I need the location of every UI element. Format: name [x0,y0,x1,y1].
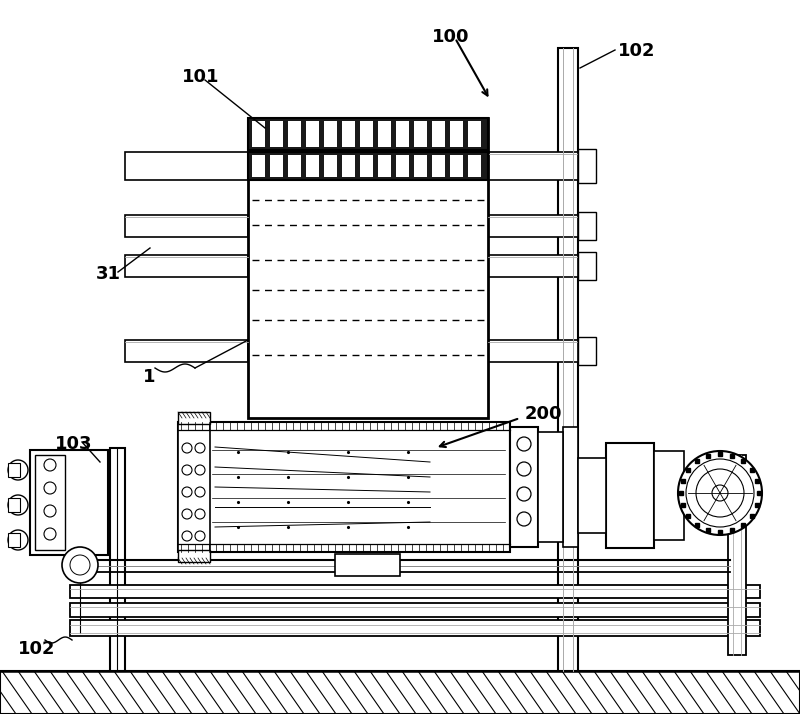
Circle shape [44,482,56,494]
Circle shape [62,547,98,583]
Bar [270,121,283,147]
Bar [578,458,606,533]
Bar [488,255,578,277]
Circle shape [678,451,762,535]
Bar [110,448,125,671]
Circle shape [517,462,531,476]
Bar [324,121,337,147]
Bar [378,155,391,177]
Bar [125,152,248,180]
Bar [432,155,445,177]
Bar [538,432,563,542]
Bar [414,121,427,147]
Text: 31: 31 [96,265,121,283]
Circle shape [195,487,205,497]
Bar [288,155,301,177]
Bar [342,155,355,177]
Bar [8,533,20,547]
Bar [270,155,283,177]
Bar [654,451,684,540]
Bar [306,121,319,147]
Bar [414,155,427,177]
Circle shape [517,487,531,501]
Bar [450,155,463,177]
Bar [360,121,373,147]
Bar [728,455,746,655]
Circle shape [182,443,192,453]
Circle shape [195,443,205,453]
Bar [396,155,409,177]
Bar [578,252,596,280]
Bar [360,155,373,177]
Bar [324,155,337,177]
Bar [342,121,355,147]
Bar [178,412,210,424]
Text: 102: 102 [618,42,655,60]
Circle shape [195,531,205,541]
Bar [125,255,248,277]
Circle shape [182,531,192,541]
Bar [578,149,596,183]
Circle shape [70,555,90,575]
Bar [70,585,760,598]
Circle shape [517,437,531,451]
Circle shape [44,505,56,517]
Bar [178,422,210,552]
Bar [578,212,596,240]
Circle shape [517,512,531,526]
Bar [252,121,265,147]
Text: 103: 103 [55,435,93,453]
Bar [578,337,596,365]
Bar [606,443,654,548]
Bar [70,603,760,617]
Bar [468,121,481,147]
Circle shape [195,509,205,519]
Bar [248,118,488,150]
Bar [558,48,578,671]
Bar [178,422,510,552]
Circle shape [696,469,744,517]
Text: 1: 1 [143,368,155,386]
Text: 200: 200 [525,405,562,423]
Circle shape [712,485,728,501]
Bar [432,121,445,147]
Bar [8,498,20,512]
Bar [248,152,488,180]
Circle shape [8,460,28,480]
Bar [450,121,463,147]
Bar [488,340,578,362]
Bar [488,215,578,237]
Bar [468,155,481,177]
Bar [488,152,578,180]
Bar [30,450,108,555]
Bar [8,463,20,477]
Circle shape [8,495,28,515]
Bar [0,671,800,714]
Circle shape [8,530,28,550]
Bar [306,155,319,177]
Bar [248,118,488,418]
Text: 100: 100 [432,28,470,46]
Bar [378,121,391,147]
Bar [35,455,65,550]
Bar [125,215,248,237]
Bar [125,340,248,362]
Bar [252,155,265,177]
Circle shape [195,465,205,475]
Circle shape [44,459,56,471]
Circle shape [44,528,56,540]
Bar [335,554,400,576]
Bar [396,121,409,147]
Circle shape [182,509,192,519]
Bar [178,550,210,562]
Circle shape [182,487,192,497]
Circle shape [182,465,192,475]
Bar [288,121,301,147]
Text: 102: 102 [18,640,55,658]
Bar [563,427,578,547]
Circle shape [686,459,754,527]
Text: 101: 101 [182,68,219,86]
Bar [510,427,538,547]
Bar [70,620,760,636]
